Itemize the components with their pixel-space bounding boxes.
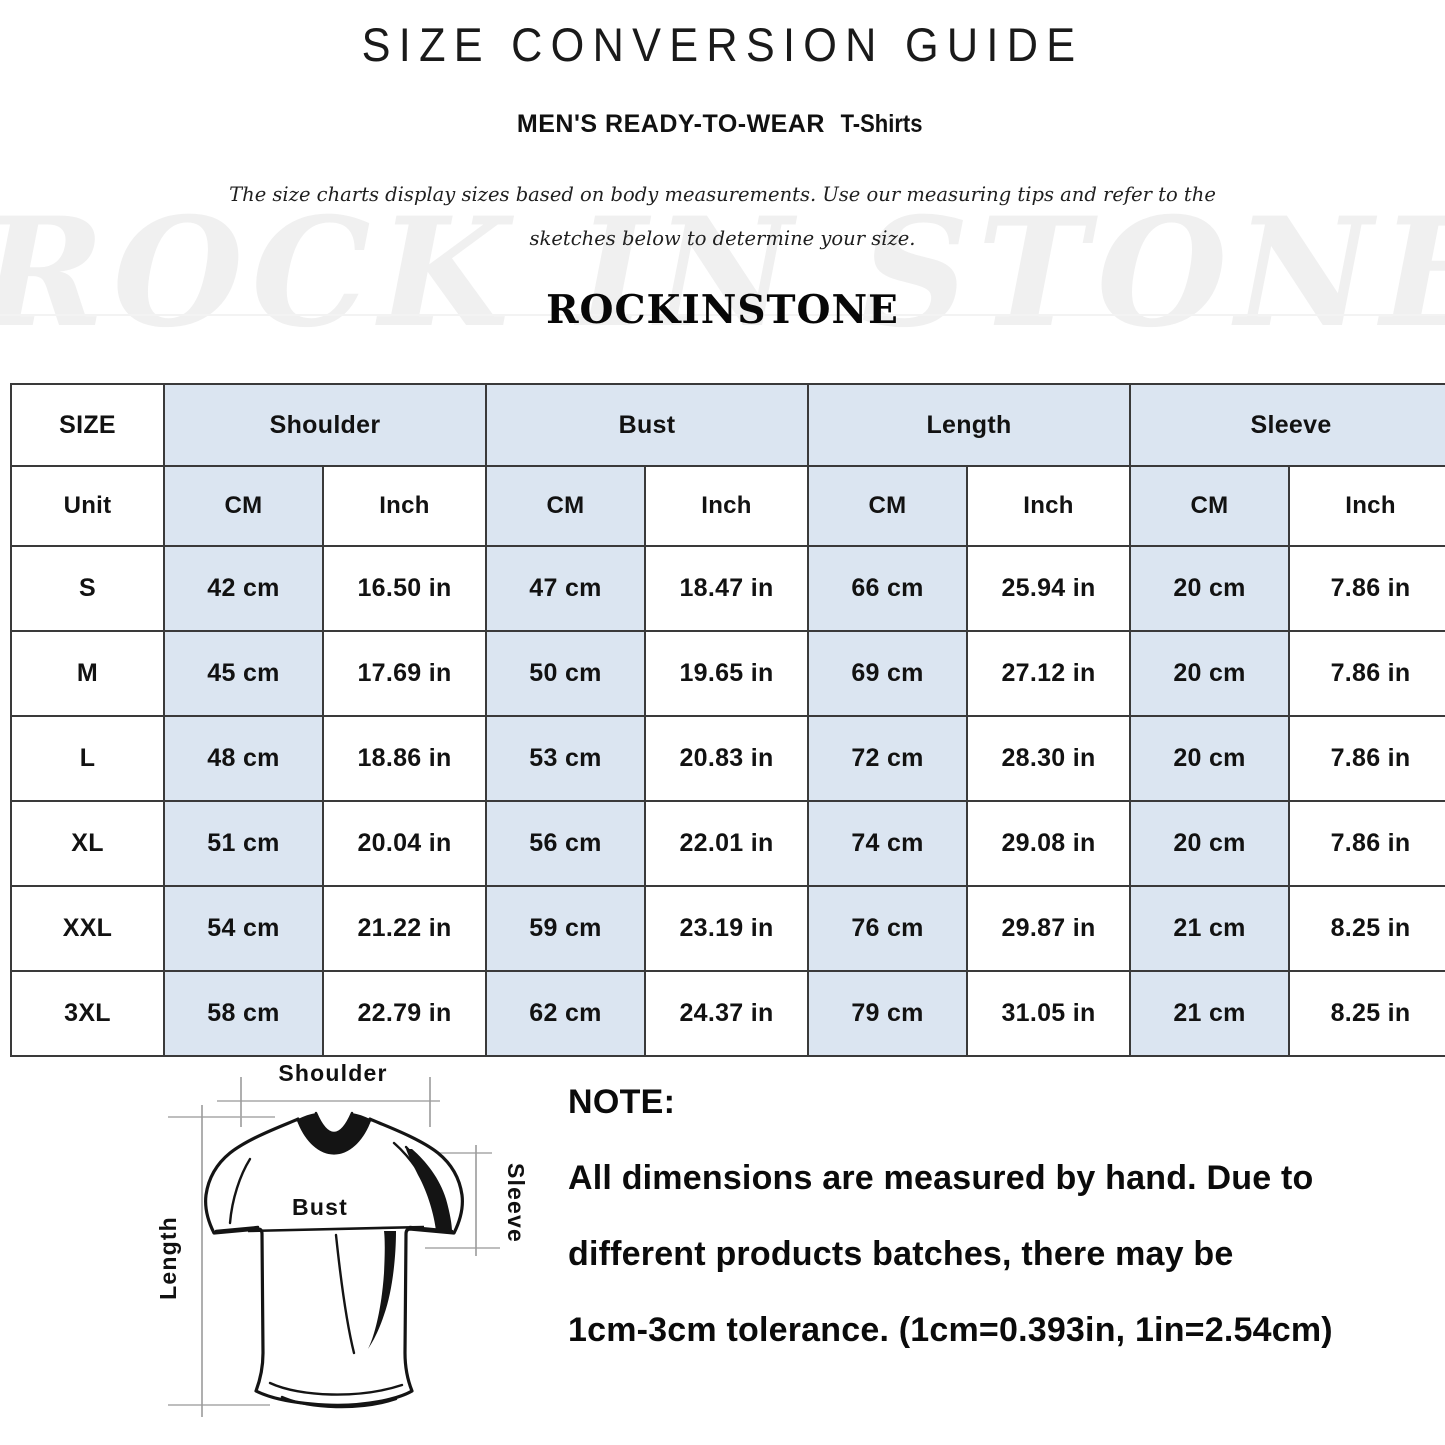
cell-value: 21 cm [1129,970,1291,1057]
table-row: M 45 cm 17.69 in 50 cm 19.65 in 69 cm 27.12 in… [10,630,1445,717]
table-unit-row: Unit CM Inch CM Inch CM Inch CM Inch [10,465,1445,547]
cell-value: 51 cm [163,800,324,887]
cell-value: 27.12 in [966,630,1132,717]
subtitle-row: MEN'S READY-TO-WEAR T-Shirts [0,110,1445,139]
cell-value: 23.19 in [643,885,810,972]
note-line-2: different products batches, there may be [568,1235,1234,1273]
subtitle-product: T-Shirts [840,110,923,138]
cell-value: 17.69 in [322,630,487,717]
cell-value: 29.87 in [966,885,1132,972]
cell-size: M [10,630,165,717]
cell-value: 7.86 in [1288,630,1445,717]
size-table-container: SIZE Shoulder Bust Length Sleeve Unit CM Inch CM… [10,383,1445,1057]
table-row: 3XL 58 cm 22.79 in 62 cm 24.37 in 79 cm 31.05 … [10,970,1445,1057]
diagram-label-sleeve: Sleeve [503,1163,529,1243]
cell-value: 66 cm [807,545,969,632]
cell-value: 58 cm [163,970,324,1057]
cell-value: 21.22 in [322,885,487,972]
diagram-label-length: Length [155,1216,181,1300]
bottom-section: Shoulder Bust Length Sleeve NOTE: All di… [0,1045,1445,1445]
cell-value: 79 cm [807,970,969,1057]
cell-value: 19.65 in [643,630,810,717]
description-text: The size charts display sizes based on b… [218,173,1228,261]
cell-value: 31.05 in [966,970,1132,1057]
cell-value: 42 cm [163,545,324,632]
cell-size: L [10,715,165,802]
cell-value: 18.86 in [322,715,487,802]
note-line-3: 1cm-3cm tolerance. (1cm=0.393in, 1in=2.5… [568,1311,1333,1349]
cell-value: 8.25 in [1288,970,1445,1057]
cell-value: 20.83 in [643,715,810,802]
cell-value: 45 cm [163,630,324,717]
table-group-header-row: SIZE Shoulder Bust Length Sleeve [10,383,1445,467]
header-unit: Unit [10,465,165,547]
cell-value: 21 cm [1129,885,1291,972]
cell-value: 59 cm [485,885,646,972]
header-unit-3: Inch [643,465,810,547]
size-conversion-table: SIZE Shoulder Bust Length Sleeve Unit CM Inch CM… [10,383,1445,1057]
cell-size: XXL [10,885,165,972]
header-unit-6: CM [1129,465,1291,547]
diagram-label-shoulder: Shoulder [278,1060,387,1086]
description-line-1: The size charts display sizes based on b… [229,183,1216,250]
diagram-label-bust: Bust [292,1194,348,1220]
note-block: NOTE: All dimensions are measured by han… [568,1083,1398,1350]
page-title: SIZE CONVERSION GUIDE [361,18,1084,71]
header-unit-0: CM [163,465,324,547]
cell-value: 74 cm [807,800,969,887]
cell-value: 16.50 in [322,545,487,632]
cell-value: 7.86 in [1288,545,1445,632]
header-group-shoulder: Shoulder [163,383,487,467]
cell-value: 18.47 in [643,545,810,632]
cell-value: 62 cm [485,970,646,1057]
cell-value: 8.25 in [1288,885,1445,972]
header-unit-5: Inch [966,465,1132,547]
cell-value: 20 cm [1129,545,1291,632]
cell-value: 22.79 in [322,970,487,1057]
cell-value: 20 cm [1129,715,1291,802]
header-unit-4: CM [807,465,969,547]
note-heading: NOTE: [568,1083,676,1121]
header-unit-2: CM [485,465,646,547]
table-row: XL 51 cm 20.04 in 56 cm 22.01 in 74 cm 29.08 i… [10,800,1445,887]
cell-value: 69 cm [807,630,969,717]
header-group-sleeve: Sleeve [1129,383,1445,467]
table-row: S 42 cm 16.50 in 47 cm 18.47 in 66 cm 25.94 in… [10,545,1445,632]
description-line-2: below to determine your size. [621,227,916,250]
header-size: SIZE [10,383,165,467]
cell-value: 28.30 in [966,715,1132,802]
header-block: SIZE CONVERSION GUIDE MEN'S READY-TO-WEA… [0,0,1445,333]
cell-value: 54 cm [163,885,324,972]
table-row: XXL 54 cm 21.22 in 59 cm 23.19 in 76 cm 29.87 … [10,885,1445,972]
cell-value: 48 cm [163,715,324,802]
cell-value: 50 cm [485,630,646,717]
header-unit-1: Inch [322,465,487,547]
cell-value: 56 cm [485,800,646,887]
cell-value: 7.86 in [1288,715,1445,802]
cell-value: 72 cm [807,715,969,802]
cell-value: 53 cm [485,715,646,802]
cell-size: 3XL [10,970,165,1057]
cell-value: 20.04 in [322,800,487,887]
header-group-length: Length [807,383,1132,467]
header-unit-7: Inch [1288,465,1445,547]
cell-value: 20 cm [1129,800,1291,887]
cell-value: 7.86 in [1288,800,1445,887]
cell-size: S [10,545,165,632]
cell-value: 25.94 in [966,545,1132,632]
cell-size: XL [10,800,165,887]
cell-value: 29.08 in [966,800,1132,887]
cell-value: 20 cm [1129,630,1291,717]
header-group-bust: Bust [484,383,810,467]
table-row: L 48 cm 18.86 in 53 cm 20.83 in 72 cm 28.30 in… [10,715,1445,802]
cell-value: 24.37 in [643,970,810,1057]
cell-value: 47 cm [485,545,646,632]
cell-value: 22.01 in [643,800,810,887]
note-line-1: All dimensions are measured by hand. Due… [568,1159,1314,1197]
subtitle-category: MEN'S READY-TO-WEAR [516,110,825,138]
brand-name: ROCKINSTONE [546,287,899,333]
cell-value: 76 cm [807,885,969,972]
tshirt-measurement-diagram: Shoulder Bust Length Sleeve [140,1053,540,1445]
